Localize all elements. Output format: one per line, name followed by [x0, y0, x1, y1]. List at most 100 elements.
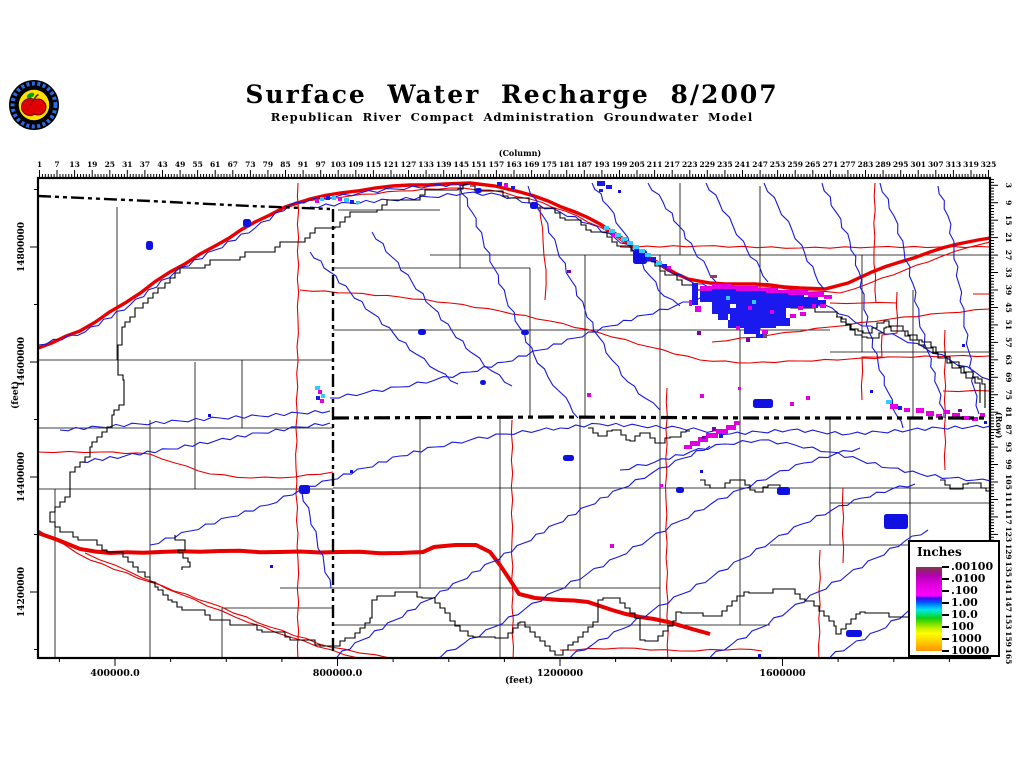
svg-text:301: 301: [910, 160, 926, 169]
svg-text:259: 259: [787, 160, 803, 169]
svg-text:325: 325: [981, 160, 997, 169]
svg-text:79: 79: [263, 160, 273, 169]
svg-text:49: 49: [175, 160, 185, 169]
svg-text:139: 139: [436, 160, 452, 169]
svg-text:57: 57: [1004, 337, 1013, 347]
svg-text:105: 105: [1004, 474, 1013, 490]
svg-text:129: 129: [1004, 544, 1013, 560]
svg-text:277: 277: [840, 160, 856, 169]
svg-text:87: 87: [1004, 424, 1013, 434]
svg-text:67: 67: [228, 160, 238, 169]
svg-text:63: 63: [1004, 355, 1013, 365]
legend-color-ramp: [916, 567, 942, 651]
svg-text:14400000: 14400000: [17, 452, 27, 502]
svg-text:169: 169: [524, 160, 540, 169]
svg-text:33: 33: [1004, 267, 1013, 277]
legend-title: Inches: [917, 545, 962, 559]
svg-text:14800000: 14800000: [17, 222, 27, 272]
legend-tick: [942, 566, 949, 568]
svg-text:165: 165: [1004, 649, 1013, 665]
svg-text:123: 123: [1004, 527, 1013, 543]
svg-text:31: 31: [122, 160, 132, 169]
svg-text:103: 103: [330, 160, 346, 169]
legend-tick: [942, 614, 949, 616]
svg-text:91: 91: [298, 160, 308, 169]
svg-text:81: 81: [1004, 407, 1013, 417]
svg-text:157: 157: [489, 160, 505, 169]
svg-text:85: 85: [280, 160, 290, 169]
svg-text:111: 111: [1004, 492, 1013, 508]
svg-text:1600000: 1600000: [759, 668, 806, 679]
bottom-axis-unit-label: (feet): [505, 676, 533, 686]
apple-seal-icon: [9, 80, 59, 130]
road-lines: [38, 182, 990, 658]
svg-text:1: 1: [37, 160, 42, 169]
svg-text:271: 271: [823, 160, 839, 169]
svg-text:289: 289: [875, 160, 891, 169]
svg-text:73: 73: [245, 160, 255, 169]
column-tick-labels: 1 7 13 19 25 31 37 43 49 55 61 67 73 79 85 91 97 103 109 11…: [37, 160, 996, 169]
svg-text:93: 93: [1004, 442, 1013, 452]
svg-text:43: 43: [157, 160, 167, 169]
legend-tick: [942, 626, 949, 628]
svg-text:241: 241: [735, 160, 751, 169]
svg-text:295: 295: [893, 160, 909, 169]
svg-text:313: 313: [946, 160, 962, 169]
svg-text:223: 223: [682, 160, 698, 169]
svg-text:127: 127: [401, 160, 417, 169]
svg-text:141: 141: [1004, 579, 1013, 595]
svg-text:217: 217: [664, 160, 680, 169]
page-subtitle: Republican River Compact Administration …: [270, 110, 754, 124]
legend-tick: [942, 602, 949, 604]
svg-text:21: 21: [1004, 232, 1013, 242]
svg-text:211: 211: [647, 160, 663, 169]
svg-text:15: 15: [1004, 215, 1013, 225]
svg-text:265: 265: [805, 160, 821, 169]
svg-text:193: 193: [594, 160, 610, 169]
agency-seal-logo: [8, 79, 60, 131]
svg-text:181: 181: [559, 160, 575, 169]
legend-value-label: 10000: [951, 644, 990, 657]
svg-text:1200000: 1200000: [537, 668, 584, 679]
svg-text:99: 99: [1004, 459, 1013, 469]
svg-text:37: 37: [140, 160, 150, 169]
left-ruler: [30, 189, 38, 650]
svg-text:400000.0: 400000.0: [90, 668, 140, 679]
legend-value-label: .100: [951, 584, 978, 597]
svg-text:115: 115: [366, 160, 382, 169]
svg-text:163: 163: [506, 160, 522, 169]
svg-text:205: 205: [629, 160, 645, 169]
recharge-cells: [315, 181, 985, 548]
svg-text:45: 45: [1004, 302, 1013, 312]
svg-text:75: 75: [1004, 389, 1013, 399]
legend-value-label: .00100: [951, 560, 994, 573]
legend-value-label: 1000: [951, 632, 982, 645]
legend-tick: [942, 638, 949, 640]
svg-text:3: 3: [1004, 183, 1013, 188]
svg-text:800000.0: 800000.0: [313, 668, 363, 679]
svg-text:9: 9: [1004, 200, 1013, 205]
svg-text:14600000: 14600000: [17, 337, 27, 387]
svg-text:117: 117: [1004, 509, 1013, 525]
svg-text:145: 145: [453, 160, 469, 169]
legend-value-label: 100: [951, 620, 974, 633]
lakes: [146, 188, 987, 657]
legend-value-label: .0100: [951, 572, 986, 585]
legend-value-label: 1.00: [951, 596, 978, 609]
svg-text:19: 19: [87, 160, 97, 169]
legend-tick: [942, 650, 949, 652]
svg-text:69: 69: [1004, 372, 1013, 382]
svg-text:13: 13: [69, 160, 79, 169]
svg-text:151: 151: [471, 160, 487, 169]
svg-text:51: 51: [1004, 320, 1013, 330]
page-title: Surface Water Recharge 8/2007: [245, 80, 779, 109]
row-tick-labels: 3915212733394551576369758187939910511111…: [1004, 183, 1013, 665]
svg-text:187: 187: [576, 160, 592, 169]
svg-text:229: 229: [699, 160, 715, 169]
svg-text:14200000: 14200000: [17, 567, 27, 617]
svg-text:25: 25: [105, 160, 115, 169]
column-axis-label: (Column): [498, 148, 542, 158]
state-border-lines: [38, 194, 990, 655]
